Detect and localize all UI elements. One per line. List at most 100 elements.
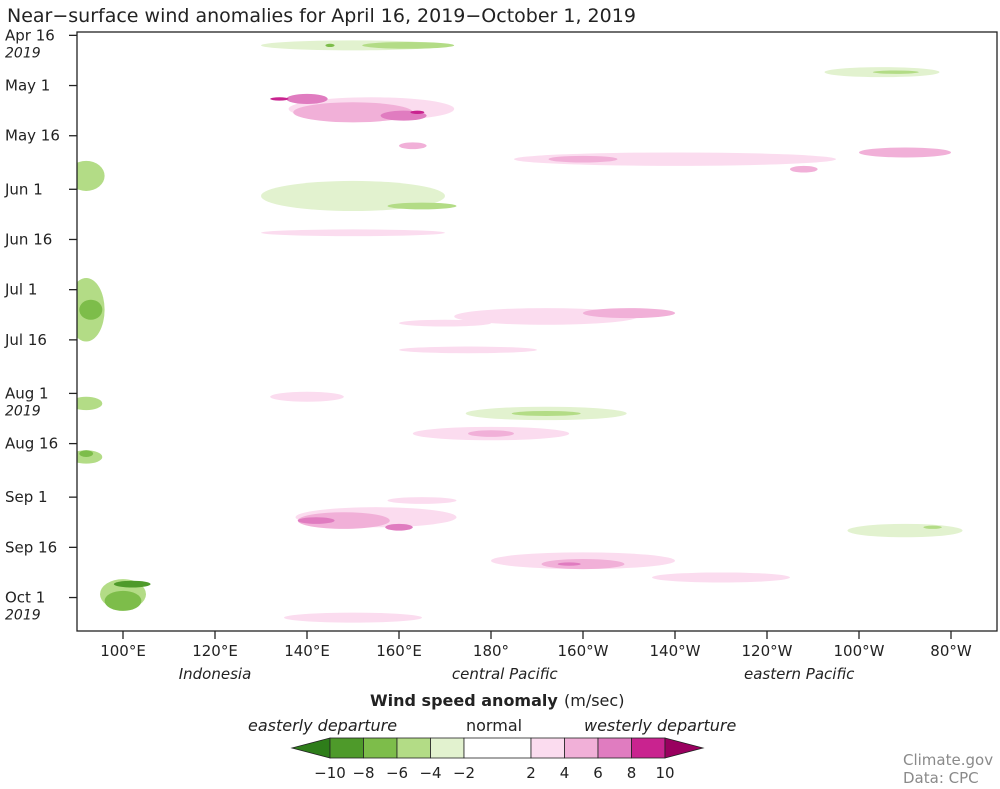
colorbar-tick-label: −4	[419, 764, 441, 782]
y-tick-label: Jun 1	[4, 180, 43, 198]
colorbar-swatches	[290, 737, 705, 759]
anomaly-region	[859, 147, 951, 158]
anomaly-region	[325, 43, 335, 48]
colorbar-arrow-right	[664, 737, 705, 759]
y-tick-label: Sep 1	[5, 488, 48, 506]
anomaly-region	[923, 525, 942, 529]
colorbar-normal-label: normal	[466, 716, 522, 735]
x-tick-label: 120°W	[742, 642, 793, 660]
colorbar-easterly-label: easterly departure	[248, 716, 397, 735]
colorbar-tick-label: −8	[352, 764, 374, 782]
anomaly-region	[541, 559, 625, 570]
anomaly-region	[399, 142, 427, 150]
y-tick-year: 2019	[5, 403, 41, 419]
colorbar-westerly-label: westerly departure	[584, 716, 736, 735]
anomaly-region	[362, 42, 455, 49]
anomaly-region	[511, 410, 581, 416]
chart-title: Near−surface wind anomalies for April 16…	[7, 5, 636, 27]
colorbar-unit: (m/sec)	[564, 691, 624, 710]
credit-data: Data: CPC	[903, 769, 979, 787]
y-tick-label: Sep 16	[5, 538, 57, 556]
colorbar-tick-label: 10	[655, 764, 674, 782]
colorbar-tick-label: 6	[593, 764, 603, 782]
y-tick-label: Oct 1	[5, 589, 45, 607]
colorbar-swatch	[463, 737, 532, 759]
colorbar-tick-label: 4	[560, 764, 570, 782]
anomaly-region	[297, 512, 390, 529]
anomaly-region	[468, 430, 514, 437]
anomaly-region	[77, 396, 103, 411]
y-tick-label: May 16	[5, 127, 60, 145]
y-tick-label: Aug 16	[5, 435, 58, 453]
plot-frame	[76, 31, 998, 632]
y-tick-label: May 1	[5, 77, 50, 95]
anomaly-region	[514, 152, 836, 166]
anomaly-region	[399, 346, 537, 354]
anomaly-region	[387, 202, 457, 210]
colorbar-tick-label: −10	[314, 764, 346, 782]
colorbar-tick-label: 2	[526, 764, 536, 782]
plot-area	[76, 31, 998, 632]
y-tick-year: 2019	[5, 608, 41, 624]
y-tick-label: Jul 16	[4, 331, 47, 349]
anomaly-region	[410, 110, 425, 114]
colorbar-tick-label: 8	[627, 764, 637, 782]
anomaly-region	[79, 299, 103, 320]
anomaly-region	[270, 391, 344, 402]
anomaly-region	[104, 590, 142, 611]
colorbar-tick-label: −2	[453, 764, 475, 782]
anomaly-region	[284, 612, 422, 623]
colorbar-swatch	[363, 737, 398, 759]
region-label: Indonesia	[179, 665, 252, 683]
anomaly-region	[790, 165, 818, 173]
anomaly-region	[872, 70, 919, 74]
anomaly-region	[286, 93, 328, 104]
colorbar-swatch	[564, 737, 599, 759]
y-tick-label: Jun 16	[4, 230, 52, 248]
region-label: central Pacific	[452, 665, 559, 683]
anomaly-region	[652, 572, 790, 583]
colorbar-arrow-left	[290, 737, 331, 759]
y-tick-label: Apr 16	[5, 26, 55, 44]
region-label: eastern Pacific	[744, 665, 855, 683]
anomaly-field	[77, 40, 963, 623]
colorbar-tick-label: −6	[386, 764, 408, 782]
anomaly-region	[79, 450, 94, 457]
colorbar-swatch	[430, 737, 465, 759]
x-tick-label: 180°	[473, 642, 509, 660]
anomaly-region	[387, 497, 457, 504]
colorbar-title: Wind speed anomaly	[370, 691, 558, 710]
y-tick-label: Jul 1	[4, 281, 37, 299]
anomaly-region	[270, 97, 289, 101]
x-tick-label: 100°E	[100, 642, 146, 660]
anomaly-region	[261, 229, 445, 237]
x-tick-label: 120°E	[192, 642, 238, 660]
credit-source: Climate.gov	[903, 751, 993, 769]
x-tick-label: 140°W	[650, 642, 701, 660]
x-tick-label: 160°W	[558, 642, 609, 660]
colorbar-swatch	[597, 737, 632, 759]
x-axis: 100°E 120°E 140°E 160°E 180° 160°W 140°W 120°W 1…	[100, 631, 972, 660]
colorbar-legend: Wind speed anomaly (m/sec) easterly depa…	[248, 691, 736, 782]
colorbar-swatch	[396, 737, 431, 759]
x-tick-label: 100°W	[834, 642, 885, 660]
colorbar-ticks: −10 −8 −6 −4 −2 2 4 6 8 10	[314, 764, 674, 782]
x-tick-label: 140°E	[284, 642, 330, 660]
x-tick-label: 80°W	[930, 642, 972, 660]
anomaly-region	[847, 523, 963, 538]
anomaly-region	[399, 319, 491, 327]
anomaly-region	[385, 523, 413, 531]
anomaly-region	[297, 517, 335, 524]
anomaly-region	[113, 580, 151, 588]
colorbar-swatch	[631, 737, 666, 759]
anomaly-region	[77, 160, 105, 191]
x-tick-label: 160°E	[376, 642, 422, 660]
y-tick-year: 2019	[5, 45, 41, 61]
y-tick-label: Aug 1	[5, 384, 49, 402]
anomaly-region	[557, 562, 581, 566]
colorbar-swatch	[530, 737, 565, 759]
colorbar-swatch	[329, 737, 364, 759]
anomaly-region	[548, 155, 618, 163]
